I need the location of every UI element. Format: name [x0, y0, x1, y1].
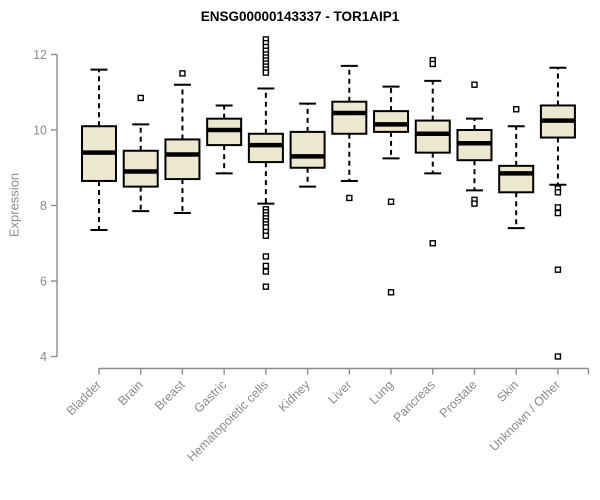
- outlier-point: [179, 70, 186, 77]
- outlier-point: [387, 289, 395, 296]
- y-tick-label: 10: [33, 124, 47, 138]
- chart-title: ENSG00000143337 - TOR1AIP1: [200, 9, 400, 24]
- boxplot-prostate: [456, 81, 493, 207]
- boxplot-hematopoietic-cells: [247, 36, 284, 290]
- outlier-point: [554, 266, 562, 273]
- outlier-point: [554, 209, 562, 217]
- outlier-point: [262, 283, 270, 290]
- outlier-point: [513, 106, 520, 113]
- outlier-point: [471, 200, 478, 207]
- boxplot-liver: [331, 64, 368, 202]
- x-tick-label: Pancreas: [391, 378, 438, 425]
- iqr-box: [331, 100, 368, 135]
- y-tick-label: 12: [33, 48, 47, 62]
- boxplot-breast: [164, 70, 201, 215]
- outlier-point: [554, 189, 562, 196]
- outlier-point: [262, 253, 270, 260]
- x-tick-label: Brain: [115, 378, 146, 409]
- x-tick-label: Hematopoietic cells: [184, 378, 271, 465]
- outlier-point: [262, 232, 270, 239]
- boxplot-brain: [122, 94, 159, 213]
- iqr-box: [498, 164, 535, 194]
- x-tick-label: Lung: [367, 378, 397, 408]
- y-tick-label: 8: [40, 199, 47, 213]
- x-tick-label: Breast: [152, 377, 188, 413]
- iqr-box: [247, 132, 284, 164]
- iqr-box: [122, 149, 159, 188]
- outlier-point: [554, 353, 562, 360]
- x-tick-label: Liver: [325, 378, 354, 407]
- x-tick-label: Skin: [494, 378, 521, 405]
- outlier-point: [346, 194, 353, 202]
- outlier-point: [262, 268, 270, 275]
- x-tick-label: Bladder: [64, 378, 104, 418]
- outlier-point: [429, 240, 436, 247]
- boxplot-pancreas: [414, 56, 451, 247]
- boxplot-lung: [373, 85, 410, 296]
- iqr-box: [289, 130, 326, 169]
- outlier-point: [262, 262, 270, 270]
- outlier-point: [554, 204, 562, 211]
- x-tick-label: Prostate: [437, 378, 480, 421]
- y-tick-label: 6: [40, 275, 47, 289]
- outlier-point: [262, 69, 270, 76]
- boxplot-gastric: [206, 104, 243, 175]
- outlier-point: [137, 94, 144, 102]
- x-tick-label: Unknown / Other: [487, 378, 563, 454]
- y-axis: 4 6 8 10 12: [33, 48, 58, 364]
- boxplot-unknown-other: [539, 66, 576, 360]
- boxplot-skin: [498, 106, 535, 230]
- iqr-box: [373, 110, 410, 133]
- iqr-box: [164, 138, 201, 181]
- x-tick-label: Gastric: [191, 378, 229, 416]
- outlier-point: [387, 198, 395, 205]
- outlier-point: [471, 81, 478, 88]
- x-tick-label: Kidney: [276, 377, 313, 414]
- iqr-box: [414, 119, 451, 154]
- boxplot-bladder: [81, 68, 117, 232]
- y-tick-label: 4: [40, 350, 47, 364]
- outlier-point: [429, 60, 436, 68]
- boxplot-kidney: [289, 102, 326, 188]
